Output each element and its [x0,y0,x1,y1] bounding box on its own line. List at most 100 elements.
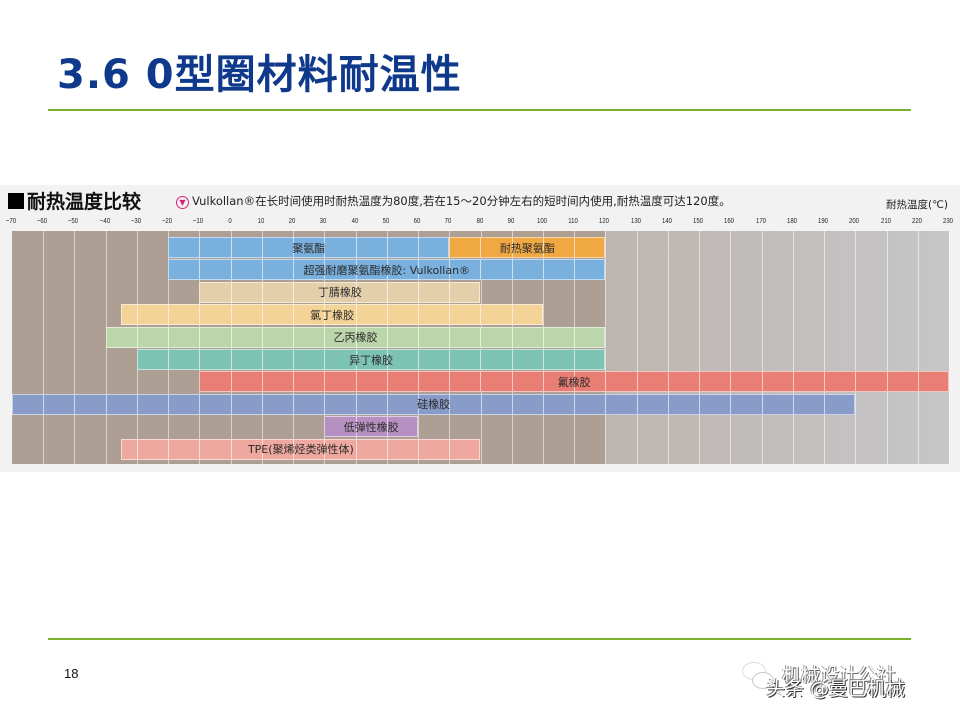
gridline [230,327,232,347]
slide-title: 3.6 0型圈材料耐温性 [57,52,462,98]
gridline [574,238,576,257]
gridline [293,327,295,347]
gridline [199,439,201,459]
gridline [418,238,420,257]
gridline [418,305,420,325]
gridline [293,260,295,280]
gridline [511,372,513,392]
gridline [324,238,326,257]
gridline [855,372,857,392]
page-number: 18 [64,666,79,681]
gridline [261,305,263,325]
gridline [43,231,45,464]
gridline [74,231,76,464]
x-tick-label: 180 [786,216,797,225]
gridline [511,260,513,280]
gridline [355,350,357,369]
gridline [136,305,138,325]
range-bar: 硅橡胶 [12,393,856,415]
panel-heading-text: 耐热温度比较 [27,191,142,213]
x-tick-label: 70 [444,216,452,225]
gridline [761,231,763,464]
gridline [324,260,326,280]
gridline [324,372,326,392]
gridline [418,350,420,369]
x-tick-label: 210 [880,216,891,225]
range-bar: 丁腈橡胶 [199,281,481,303]
gridline [199,394,201,414]
x-tick-label: −10 [193,216,204,225]
gridline [293,394,295,414]
range-bar: 氯丁橡胶 [121,304,543,326]
x-tick-label: 90 [507,216,515,225]
gridline [511,350,513,369]
gridline [699,231,701,464]
gridline [230,238,232,257]
bar-label: 聚氨酯 [292,241,326,255]
gridline [418,327,420,347]
x-tick-label: 130 [630,216,641,225]
vulkollan-note: ▼ Vulkollan®在长时间使用时耐热温度为80度,若在15～20分钟左右的短… [176,193,731,209]
gridline [418,372,420,392]
gridline [355,282,357,302]
gridline [824,372,826,392]
gridline [480,394,482,414]
gridline [293,282,295,302]
x-tick-label: 220 [911,216,922,225]
gridline [449,327,451,347]
range-bar: 乙丙橡胶 [105,326,606,348]
x-tick-label: 0 [227,216,232,225]
gridline [855,231,857,464]
gridline [480,350,482,369]
gridline [449,439,451,459]
gridline [355,327,357,347]
watermark-line2: 头条 @曼巴机械 [766,678,906,700]
gridline [136,327,138,347]
gridline [324,439,326,459]
gridline [230,394,232,414]
gridline [449,282,451,302]
x-tick-label: −30 [130,216,142,225]
gridline [199,350,201,369]
gridline [261,327,263,347]
x-tick-label: 190 [818,216,829,225]
gridline [324,327,326,347]
gridline [386,282,388,302]
gridline [605,231,607,464]
gridline [386,439,388,459]
range-bar: TPE(聚烯烃类弹性体) [121,438,481,460]
gridline [542,327,544,347]
gridline [449,260,451,280]
gridline [418,282,420,302]
gridline [886,231,888,464]
gridline [293,372,295,392]
range-bar: 聚氨酯 [168,237,450,258]
x-tick-label: −60 [37,216,48,225]
bar-label: 超强耐磨聚氨酯橡胶: Vulkollan® [303,263,471,277]
x-tick-label: −70 [5,216,17,225]
gridline [386,394,388,414]
gridline [792,394,794,414]
square-bullet-icon [8,193,24,209]
gridline [542,394,544,414]
bar-label: TPE(聚烯烃类弹性体) [247,443,354,457]
gridline [386,260,388,280]
gridline [355,305,357,325]
axis-unit-label: 耐热温度(℃) [886,199,948,211]
x-tick-label: 80 [476,216,483,225]
gridline [261,350,263,369]
gridline [261,282,263,302]
temperature-range-chart: 聚氨酯 耐热聚氨酯超强耐磨聚氨酯橡胶: Vulkollan® 丁腈橡胶 氯丁橡胶 乙丙橡… [12,231,949,464]
gridline [168,439,170,459]
gridline [105,394,107,414]
gridline [386,305,388,325]
gridline [386,327,388,347]
gridline [730,231,732,464]
gridline [418,260,420,280]
gridline [449,372,451,392]
gridline [511,305,513,325]
gridline [168,327,170,347]
range-bar: 耐热聚氨酯 [449,237,606,258]
watermark: 机械设计公社 头条 @曼巴机械 [742,660,952,704]
gridline [605,394,607,414]
